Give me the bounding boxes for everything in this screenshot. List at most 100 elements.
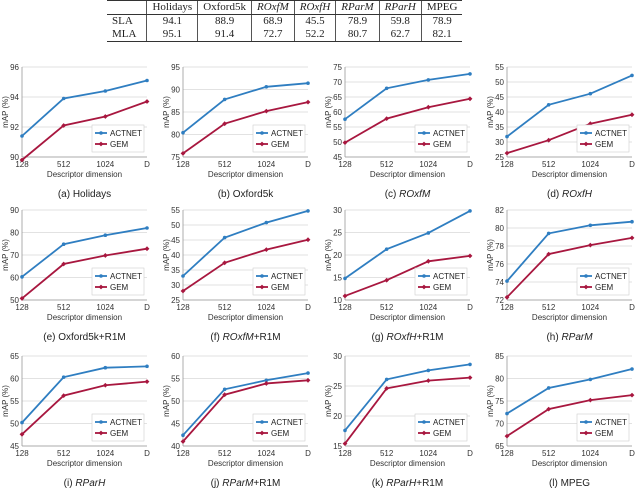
y-tick-label: 55 xyxy=(495,63,504,72)
y-axis-label: mAP (%) xyxy=(162,239,171,271)
legend-label: ACTNET xyxy=(595,272,627,281)
legend-label: ACTNET xyxy=(433,272,465,281)
legend-marker xyxy=(98,430,104,436)
chart-caption: (e) Oxford5k+R1M xyxy=(43,332,126,343)
legend-label: GEM xyxy=(433,429,452,438)
series-line-actnet xyxy=(344,210,471,280)
x-axis-label: Descriptor dimension xyxy=(47,170,122,179)
line-chart: 75 80 85 90 95 128 512 1024 D Descriptor dimensio… xyxy=(162,63,311,200)
data-point-gem xyxy=(467,375,473,380)
legend-marker xyxy=(260,420,264,424)
legend-marker xyxy=(98,284,104,290)
y-tick-label: 60 xyxy=(10,274,19,283)
legend-box xyxy=(414,124,468,153)
y-tick-label: 80 xyxy=(10,229,19,238)
x-tick-label: 1024 xyxy=(257,303,275,312)
x-tick-label: 512 xyxy=(542,160,556,169)
legend: ACTNET GEM xyxy=(91,124,145,153)
legend-label: GEM xyxy=(595,140,614,149)
chart-caption: (b) Oxford5k xyxy=(218,189,275,200)
chart-caption: (k) RParH+R1M xyxy=(372,478,443,489)
legend-marker xyxy=(260,274,264,278)
y-tick-label: 30 xyxy=(333,352,342,361)
legend-label: GEM xyxy=(110,429,129,438)
data-point-actnet xyxy=(384,247,389,251)
series-line-actnet xyxy=(506,368,633,415)
y-tick-label: 65 xyxy=(10,352,19,361)
table-cell: 59.8 xyxy=(378,14,422,28)
data-point-actnet xyxy=(426,231,431,235)
data-point-gem xyxy=(504,294,510,300)
x-axis-label: Descriptor dimension xyxy=(370,170,445,179)
y-tick-label: 82 xyxy=(495,206,504,215)
chart-caption: (g) ROxfH+R1M xyxy=(372,332,444,343)
legend-label: GEM xyxy=(271,429,290,438)
data-point-actnet xyxy=(103,365,108,370)
results-table-grid: Holidays Oxford5k ROxfM ROxfH RParM RPar… xyxy=(107,0,463,42)
legend-label: ACTNET xyxy=(271,129,303,138)
data-point-actnet xyxy=(630,219,634,224)
x-tick-label: D xyxy=(629,303,635,312)
legend-label: ACTNET xyxy=(595,418,627,427)
data-point-gem xyxy=(546,137,552,143)
legend: ACTNET GEM xyxy=(91,413,145,442)
data-point-actnet xyxy=(181,130,185,135)
series-line-actnet xyxy=(182,82,309,134)
chart-caption: (f) ROxfM+R1M xyxy=(210,332,280,343)
data-point-actnet xyxy=(222,235,227,240)
table-cell: 62.7 xyxy=(378,28,422,42)
y-tick-label: 30 xyxy=(333,206,342,215)
table-header-cell: RParH xyxy=(378,0,422,15)
legend-marker xyxy=(422,420,426,424)
x-tick-label: D xyxy=(467,160,473,169)
data-point-actnet xyxy=(306,209,310,213)
data-point-actnet xyxy=(264,378,269,383)
y-tick-label: 70 xyxy=(333,78,342,87)
data-point-actnet xyxy=(20,275,24,279)
y-tick-label: 35 xyxy=(495,123,504,132)
line-chart: 45 50 55 60 65 70 75 128 512 1024 D Descriptor dime… xyxy=(324,63,473,200)
x-axis-label: Descriptor dimension xyxy=(47,459,122,468)
data-point-gem xyxy=(342,293,348,299)
y-axis-label: mAP (%) xyxy=(162,385,171,417)
legend-label: ACTNET xyxy=(595,129,627,138)
data-point-actnet xyxy=(20,420,24,425)
series-line-gem xyxy=(506,394,633,437)
x-tick-label: 1024 xyxy=(581,449,599,458)
y-tick-label: 45 xyxy=(171,420,180,429)
legend-marker xyxy=(584,274,588,278)
data-point-gem xyxy=(342,140,348,145)
data-point-gem xyxy=(263,381,269,386)
x-tick-label: 128 xyxy=(338,160,352,169)
legend-label: GEM xyxy=(110,283,129,292)
y-tick-label: 78 xyxy=(495,242,504,251)
x-tick-label: 1024 xyxy=(419,160,437,169)
x-axis-label: Descriptor dimension xyxy=(532,459,607,468)
table-row-method: SLA xyxy=(112,15,133,27)
data-point-actnet xyxy=(546,386,551,390)
y-tick-label: 45 xyxy=(333,153,342,162)
data-point-actnet xyxy=(630,367,634,371)
table-header-row: Holidays Oxford5k ROxfM ROxfH RParM RPar… xyxy=(107,0,463,15)
y-axis-label: mAP (%) xyxy=(486,385,495,417)
y-tick-label: 90 xyxy=(171,86,180,95)
data-point-actnet xyxy=(468,72,472,76)
x-tick-label: 512 xyxy=(218,303,232,312)
data-point-gem xyxy=(222,392,228,398)
data-point-gem xyxy=(629,112,635,118)
data-point-actnet xyxy=(343,428,347,433)
series-line-actnet xyxy=(344,363,471,431)
legend-marker xyxy=(260,131,264,135)
legend-box xyxy=(91,267,145,296)
x-axis-label: Descriptor dimension xyxy=(208,459,283,468)
x-tick-label: 1024 xyxy=(96,160,114,169)
y-axis-label: mAP (%) xyxy=(324,385,333,417)
line-chart: 72 74 76 78 80 82 128 512 1024 D Descriptor dimens… xyxy=(486,206,635,343)
data-point-actnet xyxy=(468,362,472,367)
y-axis-label: mAP (%) xyxy=(162,96,171,128)
legend-box xyxy=(576,124,630,153)
legend-marker xyxy=(584,420,588,424)
table-row-method: MLA xyxy=(107,28,147,42)
legend-label: ACTNET xyxy=(110,418,142,427)
results-table: Holidays Oxford5k ROxfM ROxfH RParM RPar… xyxy=(107,0,463,42)
